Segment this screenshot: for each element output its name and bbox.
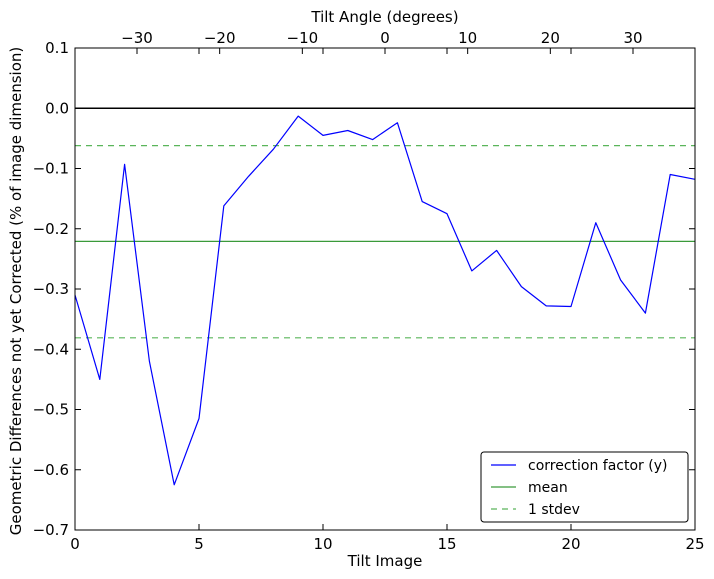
- top-x-axis-label: Tilt Angle (degrees): [310, 8, 458, 26]
- top-x-tick-label: 0: [380, 29, 390, 47]
- legend: correction factor (y) mean 1 stdev: [480, 451, 689, 523]
- series-group: [74, 115, 696, 486]
- legend-label-mean: mean: [528, 480, 568, 496]
- y-tick-label: −0.5: [33, 401, 69, 419]
- top-x-tick-label: 20: [541, 29, 560, 47]
- y-tick-label: −0.1: [33, 160, 69, 178]
- legend-label-stdev: 1 stdev: [528, 502, 580, 518]
- x-tick-label: 10: [313, 535, 332, 553]
- legend-box: [480, 451, 689, 523]
- y-tick-label: −0.3: [33, 280, 69, 298]
- y-tick-label: −0.7: [33, 521, 69, 539]
- top-x-tick-label: −30: [121, 29, 153, 47]
- x-tick-label: 20: [561, 535, 580, 553]
- reference-lines: [75, 107, 695, 339]
- y-axis-label: Geometric Differences not yet Corrected …: [7, 47, 25, 536]
- x-tick-label: 0: [70, 535, 80, 553]
- x-tick-label: 5: [194, 535, 204, 553]
- legend-label-correction-factor: correction factor (y): [528, 458, 667, 474]
- y-tick-label: −0.2: [33, 220, 69, 238]
- y-tick-label: 0.1: [45, 39, 69, 57]
- ticks-group: 0 5 10 15 20 25 −0.7 −0.6 −0.5 −0.4 −0.3 −0.2 −0.1 0.…: [33, 29, 705, 553]
- top-x-tick-label: −20: [204, 29, 236, 47]
- x-axis-label: Tilt Image: [347, 552, 423, 570]
- y-tick-label: −0.6: [33, 461, 69, 479]
- y-tick-label: −0.4: [33, 340, 69, 358]
- top-x-tick-label: 10: [458, 29, 477, 47]
- series-line-0: [74, 115, 696, 486]
- x-tick-label: 25: [685, 535, 704, 553]
- y-tick-label: 0.0: [45, 99, 69, 117]
- top-x-tick-label: 30: [623, 29, 642, 47]
- x-tick-label: 15: [437, 535, 456, 553]
- top-x-tick-label: −10: [287, 29, 319, 47]
